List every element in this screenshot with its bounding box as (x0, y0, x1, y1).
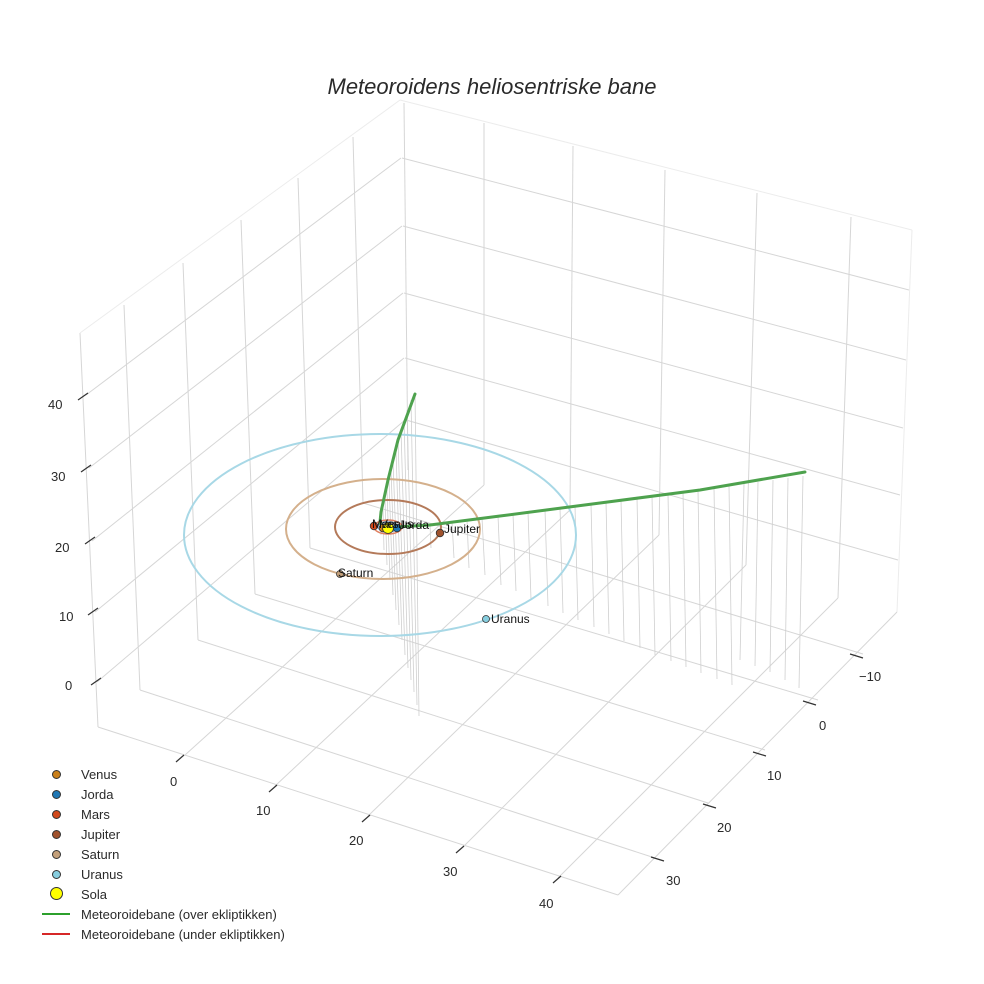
x-tick-10: 10 (256, 803, 271, 818)
jorda-label: Jorda (399, 518, 430, 532)
y-tick-20: 20 (717, 820, 732, 835)
mars-label: Mars (372, 517, 399, 531)
jupiter-legend-icon (52, 830, 61, 839)
grid-back-left-wall (79, 99, 406, 728)
legend-item-trajectory-below[interactable]: Meteoroidebane (under ekliptikken) (36, 924, 285, 944)
legend-item-venus[interactable]: Venus (36, 764, 285, 784)
trajectory-drop-lines (429, 475, 804, 689)
uranus-label: Uranus (491, 612, 530, 626)
x-tick-20: 20 (349, 833, 364, 848)
legend-item-mars[interactable]: Mars (36, 804, 285, 824)
meteoroid-trajectory (378, 392, 807, 529)
saturn-orbit (285, 478, 481, 580)
z-tick-30: 30 (51, 469, 66, 484)
saturn-label: Saturn (338, 566, 374, 580)
z-tick-20: 20 (55, 540, 70, 555)
y-tick-10: 10 (767, 768, 782, 783)
y-tick-0: 0 (819, 718, 827, 733)
venus-legend-icon (52, 770, 61, 779)
legend: Venus Jorda Mars Jupiter Saturn Uranus S… (36, 764, 285, 944)
mars-legend-icon (52, 810, 61, 819)
grid-back-right-wall (399, 99, 913, 613)
z-tick-10: 10 (59, 609, 74, 624)
jupiter-label: Jupiter (444, 522, 481, 536)
legend-item-jorda[interactable]: Jorda (36, 784, 285, 804)
mars-marker (369, 521, 379, 531)
y-tick-30: 30 (666, 873, 681, 888)
sun-marker (382, 522, 394, 534)
y-tick-minus10: −10 (859, 669, 882, 684)
legend-item-sola[interactable]: Sola (36, 884, 285, 904)
jupiter-orbit (334, 499, 442, 555)
green-line-legend-icon (42, 913, 70, 915)
jupiter-marker (435, 528, 445, 538)
uranus-legend-icon (52, 870, 61, 879)
uranus-orbit (183, 433, 577, 637)
z-tick-0: 0 (65, 678, 73, 693)
legend-item-trajectory-above[interactable]: Meteoroidebane (over ekliptikken) (36, 904, 285, 924)
uranus-marker (482, 615, 490, 623)
axis-ticks (77, 392, 864, 884)
saturn-marker (336, 570, 344, 578)
red-line-legend-icon (42, 933, 70, 935)
z-tick-40: 40 (48, 397, 63, 412)
saturn-legend-icon (52, 850, 61, 859)
sun-legend-icon (50, 887, 63, 900)
jorda-legend-icon (52, 790, 61, 799)
trajectory-drop-lines-upper (380, 393, 420, 717)
planet-markers[interactable] (336, 521, 490, 623)
legend-item-uranus[interactable]: Uranus (36, 864, 285, 884)
planet-orbits (183, 433, 577, 637)
chart-title: Meteoroidens heliosentriske bane (327, 74, 657, 99)
x-tick-0: 0 (170, 774, 178, 789)
x-tick-40: 40 (539, 896, 554, 911)
legend-item-saturn[interactable]: Saturn (36, 844, 285, 864)
venus-label: Venus (380, 517, 414, 531)
legend-item-jupiter[interactable]: Jupiter (36, 824, 285, 844)
x-tick-30: 30 (443, 864, 458, 879)
